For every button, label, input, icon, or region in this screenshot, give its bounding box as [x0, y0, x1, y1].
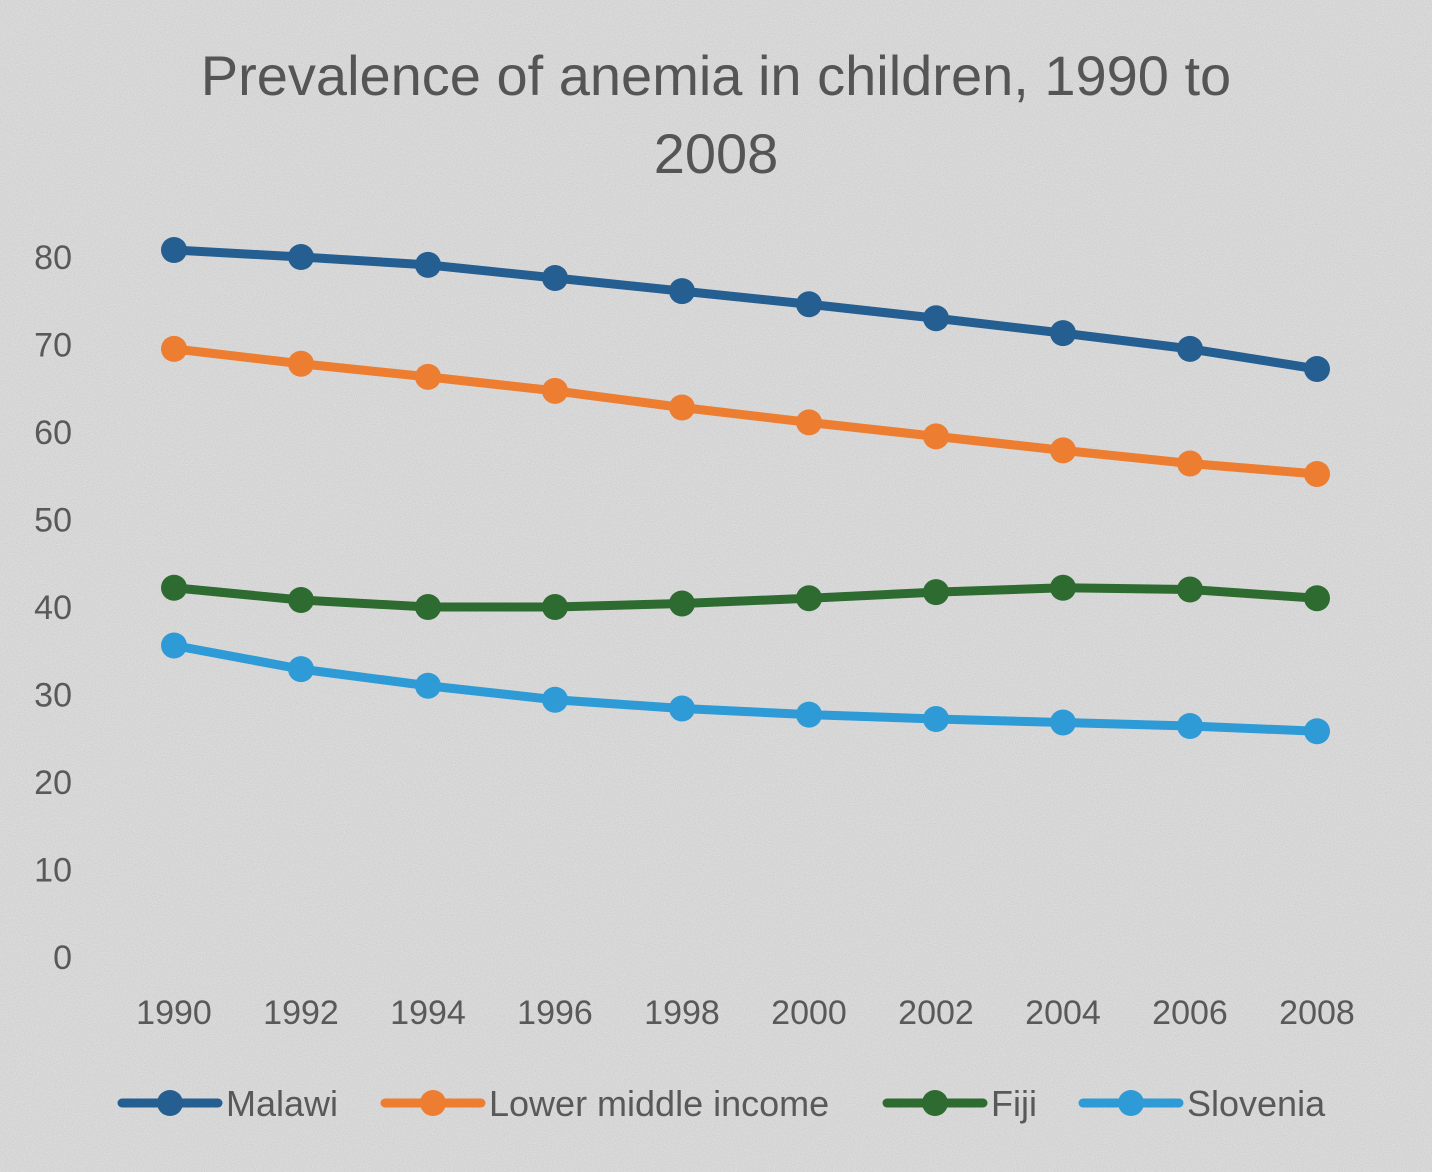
- series-lower-middle-income: [161, 335, 1330, 487]
- x-tick-label: 1996: [517, 994, 593, 1032]
- data-point: [161, 574, 187, 601]
- data-point: [669, 394, 695, 421]
- data-point: [1177, 335, 1203, 362]
- legend-label: Slovenia: [1187, 1083, 1326, 1124]
- data-point: [796, 701, 822, 728]
- legend-marker: [420, 1090, 446, 1116]
- data-point: [1050, 709, 1076, 736]
- data-point: [923, 579, 949, 606]
- x-tick-label: 2002: [898, 994, 974, 1032]
- data-point: [161, 632, 187, 659]
- data-point: [1050, 574, 1076, 601]
- series-layer: [161, 237, 1330, 745]
- series-malawi: [161, 237, 1330, 382]
- legend-marker: [922, 1090, 948, 1116]
- x-tick-label: 1990: [136, 994, 212, 1032]
- series-line: [169, 344, 1322, 479]
- y-tick-label: 20: [34, 764, 72, 802]
- data-point: [288, 587, 314, 613]
- y-tick-label: 60: [34, 414, 72, 452]
- legend-label: Malawi: [226, 1083, 338, 1124]
- y-tick-label: 70: [34, 327, 72, 365]
- legend-item: Slovenia: [1078, 1083, 1326, 1124]
- data-point: [1177, 713, 1203, 739]
- y-tick-label: 80: [34, 239, 72, 277]
- chart-title-line-1: Prevalence of anemia in children, 1990 t…: [201, 44, 1231, 107]
- x-axis-tick-labels: 1990 1992 1994 1996 1998 2000 2002 2004 2006 2008: [136, 994, 1355, 1032]
- data-point: [669, 278, 695, 305]
- y-tick-label: 0: [53, 939, 72, 977]
- data-point: [415, 363, 441, 390]
- data-point: [415, 672, 441, 699]
- data-point: [415, 251, 441, 278]
- data-point: [542, 686, 568, 713]
- data-point: [288, 244, 314, 270]
- series-fiji: [161, 574, 1330, 620]
- data-point: [288, 656, 314, 683]
- x-tick-label: 2000: [771, 994, 847, 1032]
- data-point: [669, 590, 695, 617]
- data-point: [415, 594, 441, 620]
- legend-marker: [1118, 1090, 1144, 1116]
- data-point: [1304, 356, 1330, 382]
- data-point: [1304, 461, 1330, 487]
- series-slovenia: [161, 632, 1330, 745]
- data-point: [161, 335, 187, 362]
- legend-label: Fiji: [991, 1083, 1037, 1124]
- x-tick-label: 1998: [644, 994, 720, 1032]
- series-line: [169, 641, 1322, 736]
- x-tick-label: 1994: [390, 994, 466, 1032]
- y-tick-label: 50: [34, 502, 72, 540]
- data-point: [1304, 718, 1330, 745]
- legend-item: Lower middle income: [380, 1083, 829, 1124]
- series-line: [169, 245, 1322, 374]
- data-point: [1304, 585, 1330, 612]
- y-tick-label: 30: [34, 677, 72, 715]
- x-tick-label: 1992: [263, 994, 339, 1032]
- y-axis-tick-labels: 0 10 20 30 40 50 60 70 80: [34, 239, 72, 977]
- legend-marker: [157, 1090, 183, 1116]
- y-tick-label: 10: [34, 852, 72, 890]
- data-point: [669, 695, 695, 722]
- data-point: [923, 706, 949, 732]
- data-point: [796, 585, 822, 612]
- data-point: [1177, 576, 1203, 603]
- data-point: [796, 409, 822, 436]
- series-line: [169, 583, 1322, 612]
- data-point: [923, 305, 949, 332]
- data-point: [161, 237, 187, 263]
- data-point: [796, 291, 822, 318]
- data-point: [542, 594, 568, 620]
- data-point: [288, 350, 314, 377]
- data-point: [542, 265, 568, 291]
- data-point: [1177, 450, 1203, 477]
- data-point: [923, 423, 949, 450]
- legend: Malawi Lower middle income Fiji Slovenia: [117, 1083, 1326, 1124]
- x-tick-label: 2006: [1152, 994, 1228, 1032]
- legend-item: Fiji: [882, 1083, 1037, 1124]
- data-point: [542, 377, 568, 404]
- data-point: [1050, 437, 1076, 464]
- data-point: [1050, 320, 1076, 347]
- chart-title-line-2: 2008: [654, 122, 779, 185]
- legend-item: Malawi: [117, 1083, 338, 1124]
- x-tick-label: 2004: [1025, 994, 1101, 1032]
- x-tick-label: 2008: [1279, 994, 1355, 1032]
- y-tick-label: 40: [34, 589, 72, 627]
- legend-label: Lower middle income: [489, 1083, 829, 1124]
